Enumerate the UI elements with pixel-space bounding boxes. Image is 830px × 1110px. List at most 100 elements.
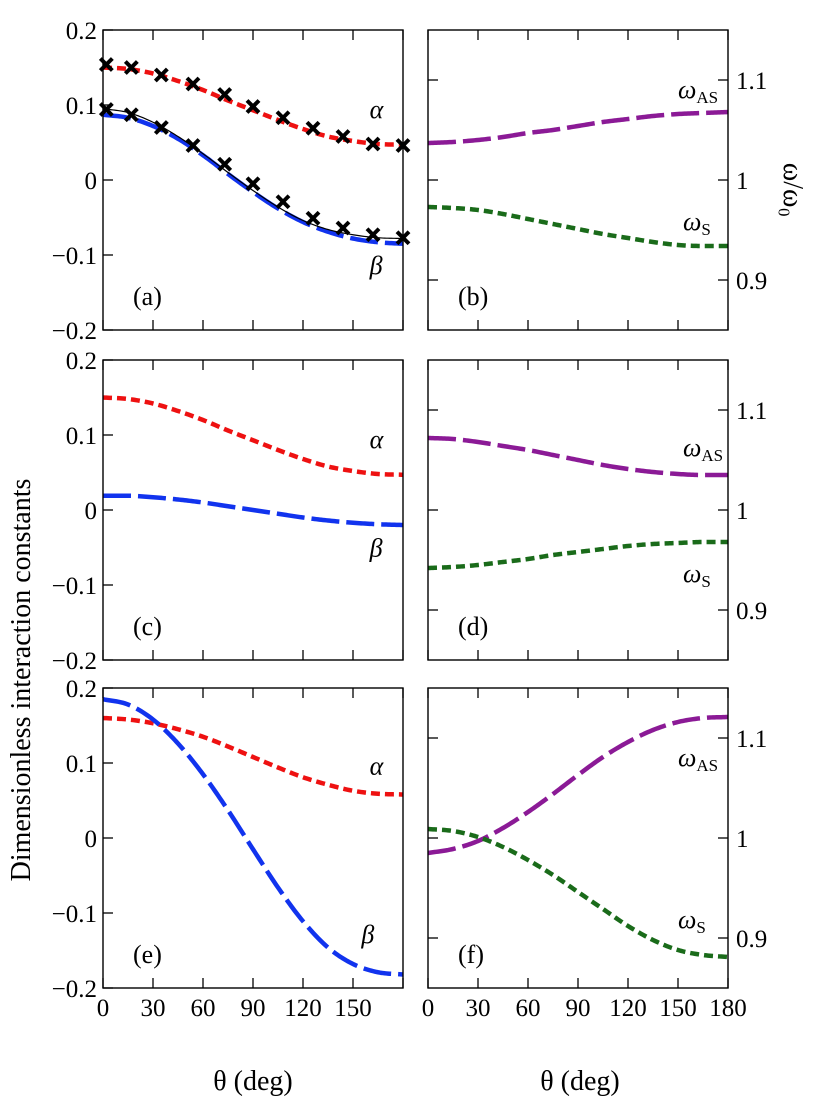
panel-label: (f) (458, 940, 484, 969)
y-tick-label: −0.2 (52, 318, 97, 345)
data-marker (217, 156, 233, 172)
data-marker (305, 120, 321, 136)
series-line-β (103, 697, 403, 977)
y-tick-label: 1.1 (736, 398, 767, 425)
annotation-symbol: ω (683, 433, 701, 462)
left-y-axis-title: Dimensionless interaction constants (6, 479, 37, 882)
y-tick-label: −0.2 (52, 976, 97, 1003)
y-tick-label: 1 (736, 498, 749, 525)
curve-annotation: ωS (678, 905, 706, 937)
y-tick-label: −0.2 (52, 648, 97, 675)
plot-frame (102, 29, 404, 331)
data-marker (365, 136, 381, 152)
annotation-subscript: AS (696, 88, 718, 107)
annotation-symbol: α (370, 751, 385, 780)
y-tick-label: 0.1 (66, 93, 97, 120)
plot-frame (102, 359, 404, 661)
data-marker (123, 107, 139, 123)
y-tick-label: 0.9 (736, 598, 767, 625)
panels-group: 0.20.10−0.1−0.2(a)αβ1.110.9(b)ωASωS0.20.… (52, 18, 768, 1022)
y-tick-label: −0.1 (52, 573, 97, 600)
annotation-subscript: S (701, 572, 710, 591)
series-line-ω_S (428, 539, 728, 571)
y-tick-label: 0 (85, 826, 98, 853)
annotation-subscript: S (696, 918, 705, 937)
series-line-ω_S (428, 204, 728, 249)
data-marker (245, 176, 261, 192)
y-tick-label: 0.1 (66, 751, 97, 778)
annotation-subscript: AS (701, 446, 723, 465)
x-tick-label: 180 (709, 995, 747, 1022)
series-line-ω_S (428, 826, 728, 960)
x-tick-label: 120 (609, 995, 647, 1022)
series-line-ω_AS (428, 435, 728, 478)
series-line-β (103, 493, 403, 528)
panel-c: 0.2 0.1 0 −0.1 −0.2 (c) α β (52, 348, 404, 675)
annotation-symbol: ω (678, 905, 696, 934)
curve-annotation: α (370, 95, 385, 124)
x-tick-label: 0 (422, 995, 435, 1022)
curve-annotation: ωS (683, 207, 711, 239)
series-line-β (103, 112, 403, 246)
annotation-symbol: β (360, 920, 374, 949)
data-marker (123, 60, 139, 75)
x-tick-label: 150 (334, 995, 372, 1022)
x-tick-label: 0 (97, 995, 110, 1022)
x-tick-label: 150 (659, 995, 697, 1022)
y-tick-label: 1 (736, 826, 749, 853)
series-line-reference (103, 108, 403, 240)
data-marker (245, 99, 261, 114)
plot-frame (102, 687, 404, 989)
data-marker (335, 220, 351, 236)
y-tick-label: 0.9 (736, 268, 767, 295)
x-tick-label: 90 (241, 995, 266, 1022)
y-tick-label: 1 (736, 168, 749, 195)
y-tick-label: −0.1 (52, 901, 97, 928)
curve-annotation: ωAS (678, 743, 718, 775)
data-marker (275, 110, 291, 126)
data-marker (275, 194, 291, 210)
data-marker (217, 87, 233, 102)
series-line-α (103, 395, 403, 477)
x-tick-label: 90 (566, 995, 591, 1022)
y-tick-label: 0.2 (66, 348, 97, 375)
annotation-symbol: ω (678, 75, 696, 104)
annotation-symbol: β (369, 534, 383, 563)
panel-label: (b) (458, 282, 488, 311)
annotation-symbol: ω (683, 207, 701, 236)
y-tick-label: 0.9 (736, 926, 767, 953)
x-tick-label: 60 (191, 995, 216, 1022)
y-tick-label: 0.1 (66, 423, 97, 450)
x-tick-label: 30 (466, 995, 491, 1022)
curve-annotation: β (369, 534, 383, 563)
data-marker (153, 67, 169, 83)
panel-a: 0.2 0.1 0 −0.1 −0.2 (a) α β (52, 18, 411, 345)
data-marker (305, 210, 321, 226)
series-line-α (103, 715, 403, 797)
x-tick-label: 120 (284, 995, 322, 1022)
series-line-ω_AS (428, 714, 728, 856)
data-marker (185, 138, 201, 153)
annotation-symbol: ω (683, 559, 701, 588)
plot-frame (427, 687, 729, 989)
y-tick-label: 0.2 (66, 18, 97, 45)
data-marker (365, 227, 381, 243)
panel-label: (a) (133, 282, 162, 311)
x-tick-label: 60 (516, 995, 541, 1022)
panel-label: (d) (458, 612, 488, 641)
data-marker (185, 76, 201, 92)
curve-annotation: ωS (683, 559, 711, 591)
annotation-subscript: AS (696, 756, 718, 775)
y-tick-label: 1.1 (736, 726, 767, 753)
y-tick-label: −0.1 (52, 243, 97, 270)
y-tick-label: 0 (85, 168, 98, 195)
curve-annotation: β (360, 920, 374, 949)
plot-frame (427, 29, 729, 331)
curve-annotation: ωAS (678, 75, 718, 107)
panel-label: (e) (133, 940, 162, 969)
y-tick-label: 1.1 (736, 68, 767, 95)
annotation-symbol: β (369, 251, 383, 280)
